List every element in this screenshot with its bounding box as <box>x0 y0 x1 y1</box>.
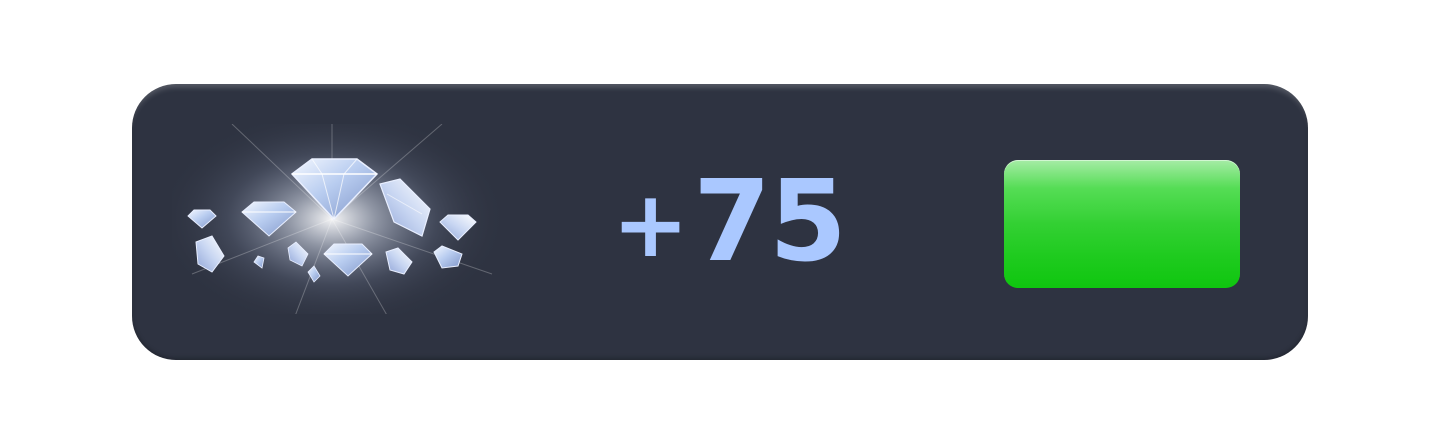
reward-panel: + 75 <box>132 84 1308 360</box>
reward-amount: + 75 <box>612 84 847 360</box>
reward-amount-value: 75 <box>693 157 847 287</box>
reward-amount-sign: + <box>612 170 689 278</box>
diamond-pile-icon <box>172 124 507 314</box>
claim-button[interactable] <box>1004 160 1240 288</box>
